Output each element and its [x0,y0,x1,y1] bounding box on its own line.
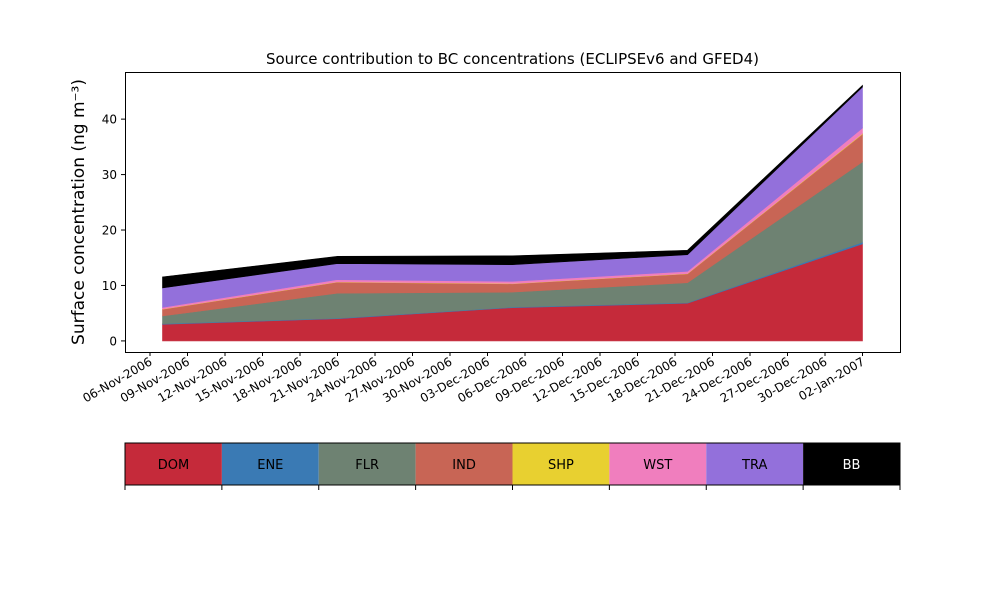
legend: DOM ENE FLR IND SHP WST TRA BB [124,442,901,490]
legend-swatch-ind [415,443,513,485]
legend-swatch-ene [221,443,319,485]
legend-label-dom: DOM [158,458,189,473]
y-tick-label: 10 [102,279,117,293]
legend-swatch-shp [512,443,610,485]
legend-swatch-flr [318,443,416,485]
chart-title: Source contribution to BC concentrations… [266,50,759,68]
legend-label-ind: IND [452,458,476,473]
legend-label-wst: WST [643,458,672,473]
legend-swatch-dom [125,443,222,485]
y-tick-label: 40 [102,113,117,127]
y-tick-label: 20 [102,224,117,238]
legend-label-ene: ENE [257,458,283,473]
y-axis-ticks: 0 10 20 30 40 [102,113,125,348]
area-bb [162,84,863,289]
legend-label-flr: FLR [355,458,379,473]
y-tick-label: 30 [102,168,117,182]
legend-label-bb: BB [843,458,861,473]
legend-swatch-wst [609,443,707,485]
legend-swatch-tra [706,443,804,485]
legend-frame [124,442,901,486]
legend-swatch-bb [803,443,900,485]
y-tick-label: 0 [109,334,117,348]
legend-label-shp: SHP [548,458,574,473]
area-layers [162,84,863,342]
legend-label-tra: TRA [741,458,767,473]
x-axis-ticks: 06-Nov-200609-Nov-200612-Nov-200615-Nov-… [80,352,867,405]
y-axis-label: Surface concentration (ng m⁻³) [69,79,89,345]
plot-frame [125,72,901,353]
